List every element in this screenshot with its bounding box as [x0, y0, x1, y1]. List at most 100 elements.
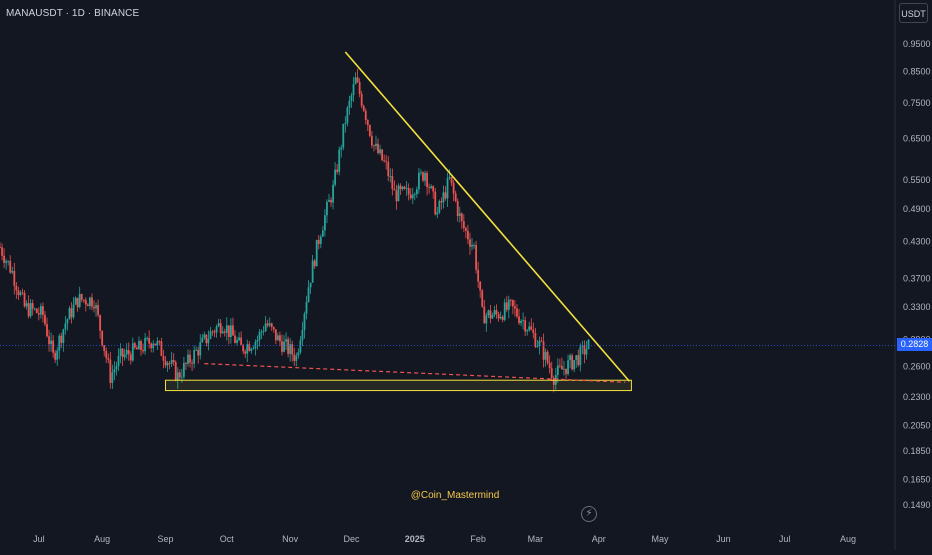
- candle-body: [215, 326, 218, 333]
- time-tick-label: May: [652, 534, 670, 544]
- time-tick-label: Apr: [592, 534, 606, 544]
- candle-body: [213, 331, 216, 333]
- candle-body: [473, 244, 475, 246]
- candle-body: [569, 355, 572, 361]
- candle-body: [326, 201, 328, 216]
- candle-body: [571, 355, 574, 370]
- candle-body: [74, 297, 77, 305]
- candle-body: [344, 123, 347, 125]
- candle-body: [101, 330, 104, 346]
- candle-body: [293, 354, 296, 361]
- candle-body: [217, 323, 220, 327]
- candle-body: [477, 269, 480, 282]
- candle-body: [399, 185, 402, 190]
- candle-body: [311, 260, 314, 283]
- time-tick-label: Jul: [779, 534, 791, 544]
- candle-body: [127, 350, 130, 355]
- candle-body: [379, 149, 381, 154]
- lightning-bolt-icon[interactable]: ⚡︎: [581, 506, 597, 522]
- time-tick-label: Oct: [220, 534, 235, 544]
- candle-body: [283, 341, 285, 352]
- candle-body: [442, 192, 445, 203]
- candle-body: [31, 303, 34, 309]
- time-tick-label: Jul: [33, 534, 45, 544]
- candle-body: [526, 330, 529, 332]
- candle-body: [511, 299, 514, 307]
- candle-body: [522, 320, 525, 322]
- candle-body: [209, 331, 212, 339]
- candle-body: [364, 110, 367, 121]
- candle-body: [491, 314, 494, 319]
- candle-body: [142, 349, 144, 352]
- candle-body: [585, 349, 588, 355]
- candle-body: [407, 188, 410, 195]
- candle-body: [434, 191, 437, 215]
- candle-body: [581, 345, 584, 347]
- price-axis: 0.9500 0.8500 0.7500 0.6500 0.5500 0.4900 0.43…: [903, 39, 931, 510]
- price-tick-label: 0.1490: [903, 500, 931, 510]
- candle-body: [195, 349, 198, 351]
- currency-unit-button[interactable]: USDT: [899, 3, 928, 23]
- candle-body: [33, 308, 36, 310]
- candle-body: [113, 369, 116, 373]
- candle-body: [503, 302, 506, 320]
- candle-body: [9, 260, 12, 273]
- candle-body: [348, 100, 351, 108]
- price-tick-label: 0.7500: [903, 98, 931, 108]
- candle-body: [579, 346, 582, 366]
- candle-body: [356, 77, 359, 83]
- candle-body: [250, 348, 253, 351]
- support-zone[interactable]: [165, 379, 632, 392]
- candle-body: [56, 350, 59, 360]
- candle-body: [82, 299, 85, 301]
- candle-body: [424, 172, 426, 181]
- candle-body: [103, 345, 106, 351]
- candle-body: [542, 341, 545, 360]
- candle-body: [405, 188, 408, 189]
- candle-body: [146, 337, 149, 339]
- candle-body: [323, 215, 326, 231]
- candle-body: [221, 331, 224, 334]
- candle-body: [387, 161, 390, 177]
- descending-trendline[interactable]: [344, 51, 630, 382]
- candle-body: [0, 247, 1, 248]
- candle-body: [279, 335, 281, 342]
- candle-body: [556, 365, 559, 375]
- candle-body: [76, 297, 79, 308]
- candle-body: [29, 303, 32, 317]
- candle-body: [3, 255, 5, 263]
- candle-body: [156, 341, 159, 346]
- candle-body: [317, 239, 320, 245]
- candle-body: [583, 345, 586, 355]
- candle-body: [66, 319, 69, 324]
- candle-body: [84, 299, 87, 305]
- candle-body: [262, 331, 265, 332]
- candle-body: [172, 359, 175, 363]
- candle-body: [362, 105, 365, 111]
- candle-body: [174, 362, 177, 381]
- candle-body: [481, 290, 484, 307]
- candle-body: [497, 314, 500, 319]
- candle-body: [287, 339, 290, 354]
- support-dashed-line[interactable]: [204, 363, 626, 383]
- candle-body: [281, 341, 283, 352]
- candle-body: [11, 270, 14, 273]
- candle-body: [403, 186, 406, 189]
- time-tick-label: Aug: [840, 534, 856, 544]
- candle-body: [401, 186, 404, 190]
- candle-body: [15, 285, 18, 291]
- candle-body: [370, 135, 373, 146]
- candle-body: [534, 333, 537, 347]
- price-tick-label: 0.1650: [903, 475, 931, 485]
- candle-body: [501, 316, 504, 320]
- candle-body: [495, 310, 498, 315]
- candle-body: [86, 304, 89, 307]
- candle-body: [524, 320, 527, 332]
- candle-body: [565, 368, 567, 374]
- candle-body: [507, 299, 510, 310]
- candle-body: [426, 172, 428, 188]
- candle-body: [319, 236, 322, 245]
- candle-body: [456, 201, 459, 217]
